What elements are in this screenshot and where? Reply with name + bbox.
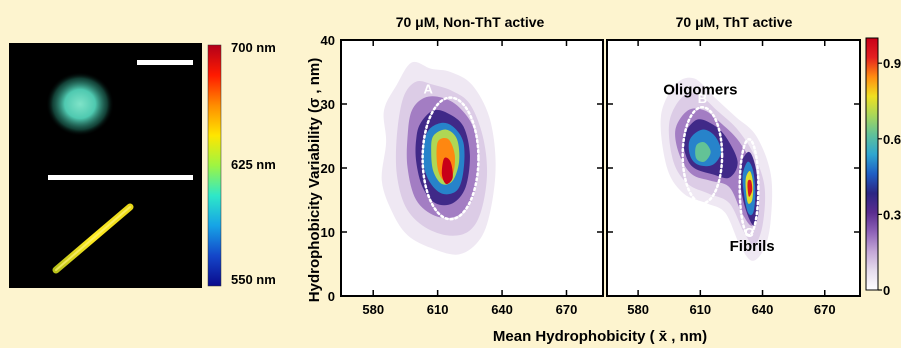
- y-tick-label: 0: [328, 289, 335, 304]
- x-axis-label: Mean Hydrophobicity ( x̄ , nm): [493, 328, 707, 345]
- density-tick-label: 0.6: [883, 132, 901, 147]
- density-colorbar-gradient: [865, 37, 879, 291]
- x-tick-label: 610: [427, 302, 449, 317]
- annotation-oligomers: Oligomers: [663, 81, 737, 98]
- region-a-label: A: [423, 82, 433, 97]
- x-tick-label: 580: [627, 302, 649, 317]
- density-contour: [441, 157, 453, 185]
- y-tick-label: 10: [321, 225, 335, 240]
- y-tick-label: 20: [321, 161, 335, 176]
- density-colorbar: 0 0.3 0.6 0.9: [865, 37, 901, 298]
- right-panel-title: 70 μM, ThT active: [676, 14, 793, 30]
- microscopy-panel: 100 nm 1000 nm: [9, 43, 202, 288]
- wavelength-colorbar-gradient: [207, 44, 222, 287]
- region-c-outline: [738, 137, 760, 237]
- density-tick-label: 0.3: [883, 207, 901, 222]
- y-axis-label: Hydrophobicity Variability (σ , nm): [306, 58, 323, 302]
- x-tick-label: 670: [814, 302, 836, 317]
- scale-label-1000nm: 1000 nm: [128, 186, 180, 201]
- x-tick-label: 640: [752, 302, 774, 317]
- region-b-outline: [681, 105, 724, 205]
- wavelength-label-550: 550 nm: [231, 272, 276, 287]
- region-a-outline: [421, 96, 480, 221]
- region-b-label: B: [698, 91, 707, 106]
- annotation-fibrils: Fibrils: [730, 238, 775, 255]
- wavelength-colorbar: 700 nm 625 nm 550 nm: [207, 40, 276, 287]
- scale-bar-100nm: [137, 60, 193, 65]
- density-tick-label: 0.9: [883, 56, 901, 71]
- density-contour: [747, 179, 753, 197]
- density-tick-label: 0: [883, 283, 890, 298]
- x-tick-label: 670: [556, 302, 578, 317]
- x-tick-label: 640: [491, 302, 513, 317]
- y-tick-label: 40: [321, 33, 335, 48]
- heatmap-right: B C Oligomers Fibrils 580 610 640 670: [606, 39, 861, 317]
- x-tick-label: 610: [689, 302, 711, 317]
- heatmap-left: A 580 610 640 670 0 10 20 30 40: [321, 33, 604, 317]
- left-panel-title: 70 μM, Non-ThT active: [396, 14, 545, 30]
- y-tick-label: 30: [321, 97, 335, 112]
- scale-label-100nm: 100 nm: [142, 70, 187, 85]
- x-tick-label: 580: [362, 302, 384, 317]
- region-c-label: C: [744, 225, 754, 240]
- wavelength-label-700: 700 nm: [231, 40, 276, 55]
- scale-bar-1000nm: [48, 175, 193, 180]
- density-contour: [695, 142, 711, 162]
- oligomer-particle: [46, 72, 114, 136]
- wavelength-label-625: 625 nm: [231, 157, 276, 172]
